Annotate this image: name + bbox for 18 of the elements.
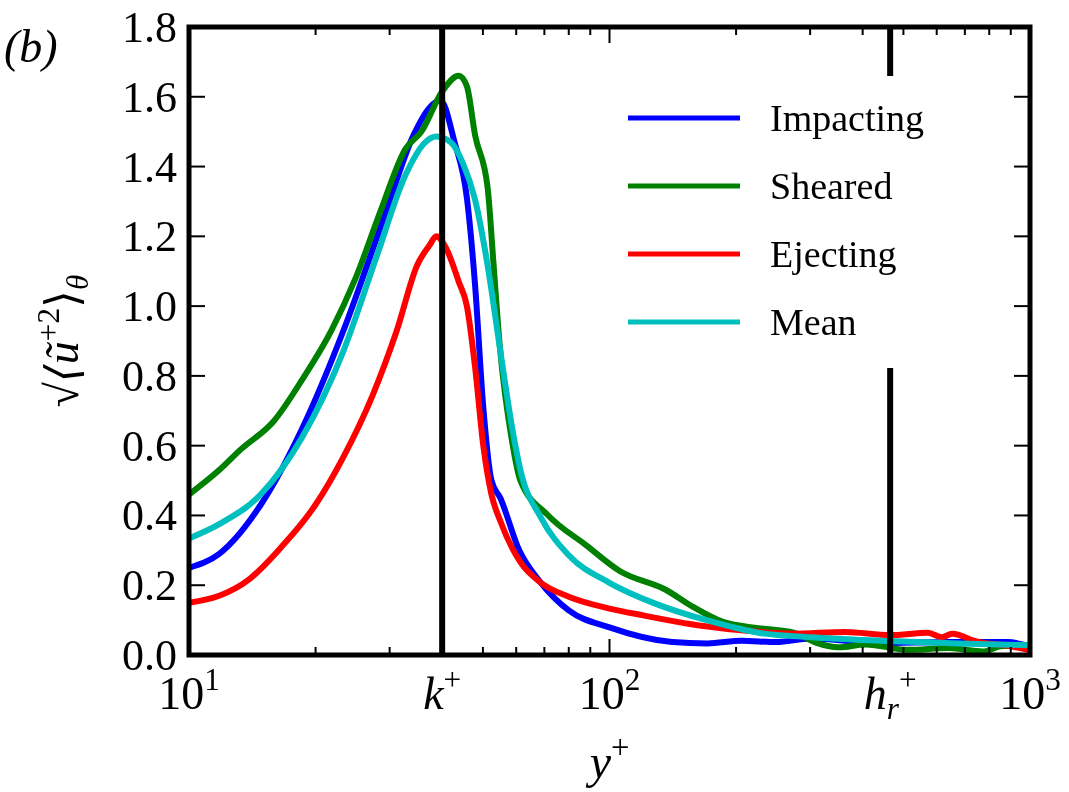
legend-label: Ejecting	[770, 233, 897, 275]
y-tick-label: 0.4	[122, 491, 177, 541]
y-tick-label: 0.2	[122, 561, 177, 611]
y-tick-label: 1.4	[122, 142, 177, 192]
x-tick-label: 10$^{3}$	[999, 661, 1061, 719]
legend-label: Mean	[770, 301, 857, 343]
y-tick-label: 0.6	[122, 421, 177, 471]
y-tick-label: 1.8	[122, 3, 177, 52]
x-tick-label: k$^{+}$	[423, 661, 462, 719]
legend-label: Impacting	[770, 97, 925, 139]
x-axis-title: y$^{+}$	[584, 728, 630, 788]
y-tick-label: 1.2	[122, 212, 177, 262]
x-tick-label: 10$^{2}$	[578, 661, 641, 719]
y-tick-label: 1.0	[122, 282, 177, 332]
y-tick-label: 1.6	[122, 72, 177, 122]
chart-title: (b)	[4, 21, 58, 72]
legend-label: Sheared	[770, 165, 893, 207]
y-tick-label: 0.8	[122, 351, 177, 401]
